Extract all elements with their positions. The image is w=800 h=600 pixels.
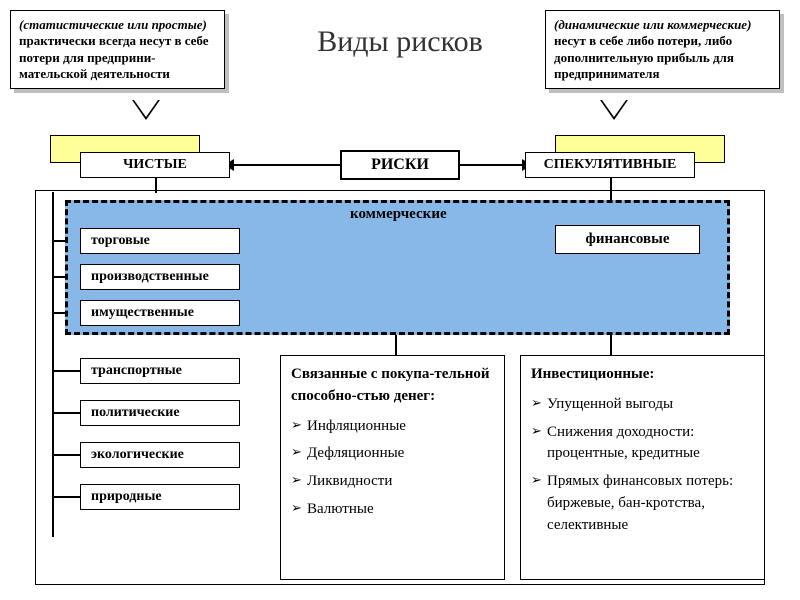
- box-imush: имущественные: [80, 300, 240, 326]
- center-riski: РИСКИ: [340, 150, 460, 180]
- callout-right-text: несут в себе либо потери, либо дополните…: [554, 33, 734, 81]
- money-item: Ликвидности: [291, 471, 494, 493]
- box-proizvod: производственные: [80, 264, 240, 290]
- box-ecolog: экологические: [80, 442, 240, 468]
- invest-item: Упущенной выгоды: [531, 394, 754, 416]
- callout-right-italic: (динамические или коммерческие): [554, 17, 751, 32]
- money-block: Связанные с покупа-тельной способно-стью…: [280, 355, 505, 580]
- box-prirod: природные: [80, 484, 240, 510]
- label-chistye: ЧИСТЫЕ: [80, 152, 230, 178]
- money-item: Инфляционные: [291, 416, 494, 438]
- money-head: Связанные с покупа-тельной способно-стью…: [291, 364, 494, 408]
- money-item: Дефляционные: [291, 443, 494, 465]
- box-transport: транспортные: [80, 358, 240, 384]
- box-torgovye: торговые: [80, 228, 240, 254]
- invest-head: Инвестиционные:: [531, 364, 754, 386]
- money-item: Валютные: [291, 499, 494, 521]
- callout-left-text: практически всегда несут в себе потери д…: [19, 33, 209, 81]
- callout-right: (динамические или коммерческие) несут в …: [545, 10, 780, 89]
- label-spekulyativnye: СПЕКУЛЯТИВНЫЕ: [525, 152, 695, 178]
- box-polit: политические: [80, 400, 240, 426]
- callout-left-italic: (статистические или простые): [19, 17, 207, 32]
- page-title: Виды рисков: [317, 25, 483, 59]
- invest-item: Прямых финансовых потерь: биржевые, бан-…: [531, 471, 754, 536]
- callout-left: (статистические или простые) практически…: [10, 10, 225, 89]
- money-list: Инфляционные Дефляционные Ликвидности Ва…: [291, 416, 494, 521]
- invest-list: Упущенной выгоды Снижения доходности: пр…: [531, 394, 754, 537]
- invest-block: Инвестиционные: Упущенной выгоды Снижени…: [520, 355, 765, 580]
- invest-item: Снижения доходности: процентные, кредитн…: [531, 422, 754, 466]
- commercial-title: коммерческие: [350, 206, 447, 223]
- box-finansovye: финансовые: [555, 225, 700, 254]
